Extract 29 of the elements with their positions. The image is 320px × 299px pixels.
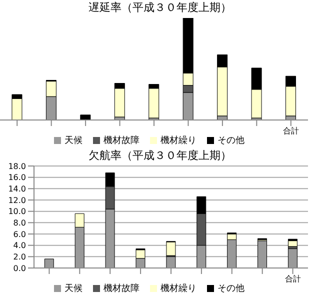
y-tick-label: 0.0: [13, 264, 26, 273]
x-tick-label: 合計: [282, 126, 299, 136]
y-tick-label: 18.0: [8, 162, 26, 171]
y-tick-label: 6.0: [13, 230, 26, 239]
legend-label: 機材繰り: [160, 284, 196, 294]
bar: [44, 258, 54, 268]
legend-label: 天候: [64, 284, 82, 294]
chart-title: 欠航率（平成３０年度上期）: [88, 148, 232, 162]
legend-label: その他: [218, 284, 244, 294]
y-tick-label: 14.0: [8, 184, 26, 194]
y-tick-label: 12.0: [8, 196, 26, 205]
legend-label: 機材故障: [104, 136, 140, 146]
x-tick-label: 合計: [284, 274, 301, 284]
bar: [288, 248, 298, 268]
bar: [80, 114, 91, 120]
bar: [12, 98, 22, 120]
chart-title: 遅延率（平成３０年度上期）: [88, 0, 232, 14]
bar: [258, 240, 268, 268]
legend-label: その他: [218, 136, 244, 146]
bar: [288, 240, 298, 247]
y-tick-label: 2.0: [13, 252, 26, 262]
y-tick-label: 10.0: [8, 207, 26, 216]
bar: [148, 88, 160, 118]
legend-label: 天候: [64, 136, 82, 146]
y-tick-label: 16.0: [8, 173, 26, 182]
y-tick-label: 8.0: [13, 218, 26, 228]
y-tick-label: 4.0: [13, 241, 26, 250]
legend-label: 機材故障: [104, 284, 140, 294]
legend-label: 機材繰り: [160, 136, 196, 146]
